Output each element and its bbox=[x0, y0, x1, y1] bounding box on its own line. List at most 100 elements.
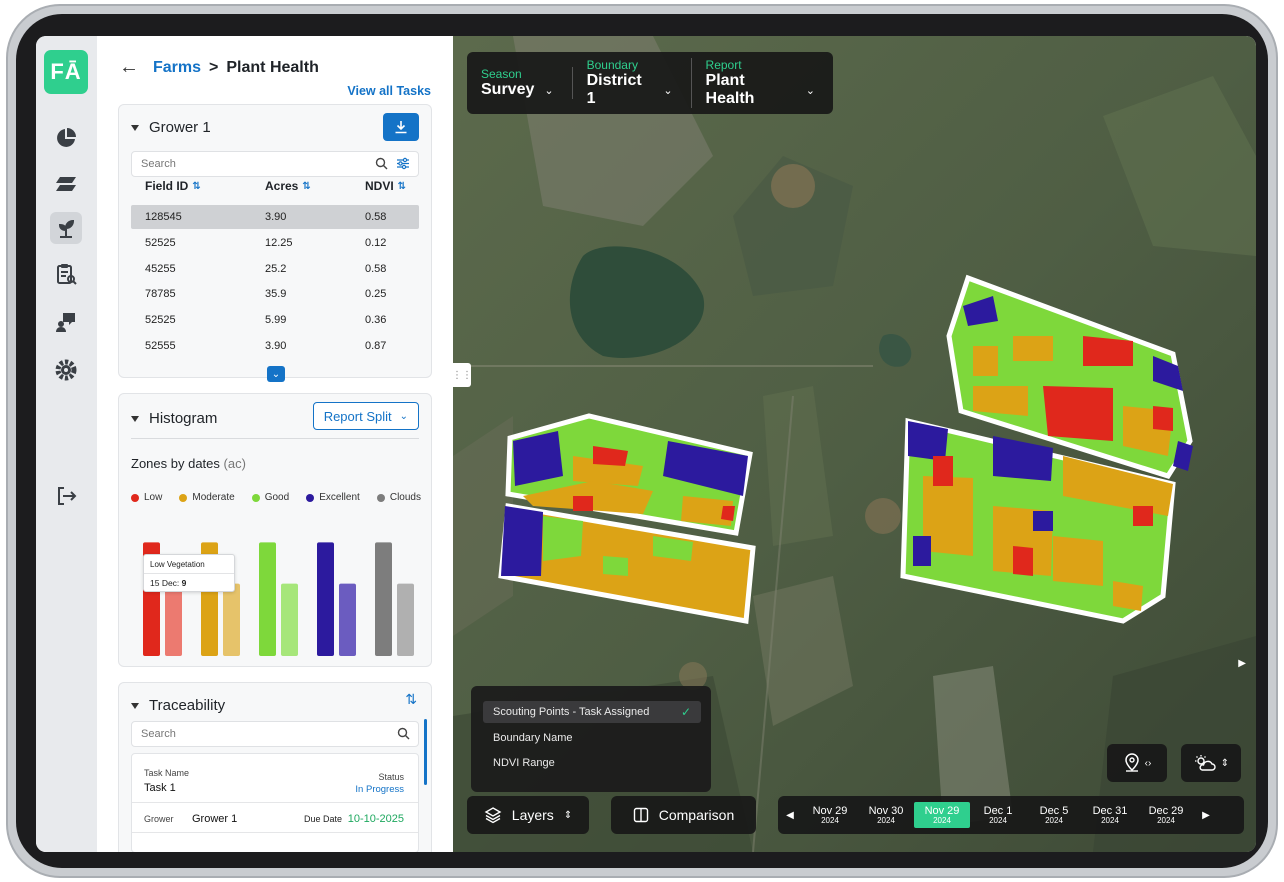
sort-icon[interactable]: ⇅ bbox=[192, 180, 201, 192]
panel-resize-handle[interactable]: ⋮⋮ bbox=[453, 363, 472, 387]
timeline-prev-arrow-icon[interactable]: ◀ bbox=[786, 809, 794, 821]
field-boundary[interactable] bbox=[900, 417, 1176, 624]
expand-table-chevron-icon[interactable]: ⌄ bbox=[267, 366, 285, 382]
table-row[interactable]: 78785 35.9 0.25 bbox=[145, 288, 387, 300]
trace-search-input[interactable]: Search bbox=[131, 721, 419, 747]
col-ndvi[interactable]: NDVI ⇅ bbox=[365, 179, 407, 193]
chat-icon[interactable] bbox=[50, 306, 82, 338]
scrollbar-thumb[interactable] bbox=[424, 719, 427, 785]
weather-button[interactable]: ⇕ bbox=[1181, 744, 1241, 782]
app-logo[interactable]: FĀ bbox=[44, 50, 88, 94]
report-split-label: Report Split bbox=[323, 408, 392, 424]
settings-icon[interactable] bbox=[50, 354, 82, 386]
date-chip[interactable]: Nov 30 2024 bbox=[868, 804, 904, 825]
due-date-value: 10-10-2025 bbox=[347, 813, 404, 825]
comparison-button[interactable]: Comparison bbox=[611, 796, 756, 834]
table-row[interactable]: 52525 12.25 0.12 bbox=[145, 237, 387, 249]
histogram-card: Histogram Report Split ⌄ Zones by dates … bbox=[118, 393, 432, 667]
table-row[interactable]: 45255 25.2 0.58 bbox=[145, 263, 387, 275]
table-row[interactable]: 52555 3.90 0.87 bbox=[145, 340, 387, 352]
date-timeline: ◀ Nov 29 2024 Nov 30 2024 Nov 29 2024 Dec 1… bbox=[778, 796, 1244, 834]
season-dropdown[interactable]: Season Survey ⌄ bbox=[481, 67, 573, 99]
map-panel-arrow-icon[interactable]: ▶ bbox=[1238, 658, 1246, 669]
date-chip[interactable]: Dec 1 2024 bbox=[983, 804, 1013, 825]
up-down-chevron-icon: ⇕ bbox=[1220, 757, 1230, 769]
field-boundary[interactable] bbox=[498, 503, 756, 624]
sort-icon[interactable]: ⇅ bbox=[302, 180, 311, 192]
page-title: Plant Health bbox=[226, 58, 319, 76]
divider bbox=[132, 802, 418, 803]
app-screen: FĀ ← Farms > bbox=[36, 36, 1256, 852]
date-chip[interactable]: Nov 29 2024 bbox=[812, 804, 848, 825]
back-arrow-icon[interactable]: ← bbox=[119, 56, 139, 78]
legend-low[interactable]: Low bbox=[131, 492, 162, 503]
view-all-tasks-link[interactable]: View all Tasks bbox=[347, 84, 431, 98]
grower-title: Grower 1 bbox=[149, 119, 211, 136]
legend-moderate[interactable]: Moderate bbox=[179, 492, 235, 503]
icon-rail: FĀ bbox=[36, 36, 97, 852]
timeline-next-arrow-icon[interactable]: ▶ bbox=[1202, 809, 1210, 821]
filter-icon[interactable] bbox=[396, 157, 410, 173]
histogram-bar-moderate-2[interactable] bbox=[223, 583, 240, 656]
traceability-header[interactable]: Traceability bbox=[131, 697, 225, 714]
split-view-icon bbox=[633, 807, 648, 823]
table-row[interactable]: 52525 5.99 0.36 bbox=[145, 314, 387, 326]
histogram-bar-clouds-2[interactable] bbox=[397, 583, 414, 656]
boundary-dropdown[interactable]: Boundary District 1 ⌄ bbox=[587, 58, 692, 108]
sort-swap-icon[interactable]: ⇅ bbox=[405, 691, 417, 707]
legend-clouds[interactable]: Clouds bbox=[376, 492, 421, 503]
chevron-down-icon: ⌄ bbox=[544, 84, 554, 97]
sort-icon[interactable]: ⇅ bbox=[397, 180, 407, 192]
collapse-caret-icon[interactable] bbox=[131, 702, 139, 709]
report-icon[interactable] bbox=[50, 258, 82, 290]
tooltip-value-row: 15 Dec: 9 bbox=[144, 573, 234, 592]
report-dropdown[interactable]: Report Plant Health ⌄ bbox=[705, 58, 815, 107]
table-row[interactable]: 128545 3.90 0.58 bbox=[131, 205, 419, 229]
col-field-id[interactable]: Field ID ⇅ bbox=[145, 179, 201, 193]
date-chip[interactable]: Dec 5 2024 bbox=[1039, 804, 1069, 825]
logout-icon[interactable] bbox=[50, 480, 82, 512]
up-down-chevron-icon: ⇕ bbox=[563, 809, 573, 821]
layer-scouting-points[interactable]: Scouting Points - Task Assigned ✓ bbox=[483, 701, 701, 723]
breadcrumb: ← Farms > Plant Health bbox=[119, 56, 319, 79]
layer-ndvi-range[interactable]: NDVI Range bbox=[493, 757, 555, 769]
histogram-title: Histogram bbox=[149, 410, 218, 427]
collapse-caret-icon[interactable] bbox=[131, 124, 139, 131]
legend-good[interactable]: Good bbox=[251, 492, 289, 503]
date-chip[interactable]: Dec 29 2024 bbox=[1148, 804, 1184, 825]
field-boundary[interactable] bbox=[946, 274, 1193, 479]
legend-excellent[interactable]: Excellent bbox=[306, 492, 360, 503]
download-icon bbox=[395, 121, 407, 134]
location-pin-button[interactable]: ‹› bbox=[1107, 744, 1167, 782]
date-chip[interactable]: Dec 31 2024 bbox=[1092, 804, 1128, 825]
histogram-legend: Low Moderate Good Excellent Clouds bbox=[131, 492, 421, 503]
search-icon[interactable] bbox=[397, 727, 410, 743]
search-icon[interactable] bbox=[375, 157, 388, 173]
field-boundary[interactable] bbox=[505, 413, 753, 536]
histogram-header[interactable]: Histogram bbox=[131, 410, 217, 427]
map-pin-icon bbox=[1124, 753, 1139, 772]
map-view[interactable]: ⋮⋮ ▶ Season Survey ⌄ Boundary District 1 ⌄… bbox=[453, 36, 1256, 852]
histogram-bar-excellent-2[interactable] bbox=[339, 583, 356, 656]
report-split-button[interactable]: Report Split ⌄ bbox=[312, 402, 419, 430]
task-card[interactable]: Task Name Task 1 Status In Progress Grow… bbox=[131, 753, 419, 852]
layers-button[interactable]: Layers ⇕ bbox=[467, 796, 589, 834]
breadcrumb-farms-link[interactable]: Farms bbox=[153, 58, 202, 76]
histogram-bar-clouds-1[interactable] bbox=[375, 542, 392, 656]
dashboard-icon[interactable] bbox=[50, 122, 82, 154]
collapse-caret-icon[interactable] bbox=[131, 415, 139, 422]
histogram-bar-good-2[interactable] bbox=[281, 583, 298, 656]
grower-card-header[interactable]: Grower 1 bbox=[131, 119, 211, 136]
task-name: Task 1 bbox=[144, 782, 176, 794]
histogram-bar-excellent-1[interactable] bbox=[317, 542, 334, 656]
histogram-bar-good-1[interactable] bbox=[259, 542, 276, 656]
layer-boundary-name[interactable]: Boundary Name bbox=[493, 732, 573, 744]
date-chip-active[interactable]: Nov 29 2024 bbox=[914, 802, 970, 828]
layers-menu: Scouting Points - Task Assigned ✓ Boundar… bbox=[471, 686, 711, 792]
grower-search-input[interactable]: Search bbox=[131, 151, 419, 177]
col-acres[interactable]: Acres ⇅ bbox=[265, 179, 311, 193]
download-button[interactable] bbox=[383, 113, 419, 141]
tablet-bezel: FĀ ← Farms > bbox=[16, 14, 1268, 868]
plant-icon[interactable] bbox=[50, 212, 82, 244]
layers-icon[interactable] bbox=[50, 168, 82, 200]
